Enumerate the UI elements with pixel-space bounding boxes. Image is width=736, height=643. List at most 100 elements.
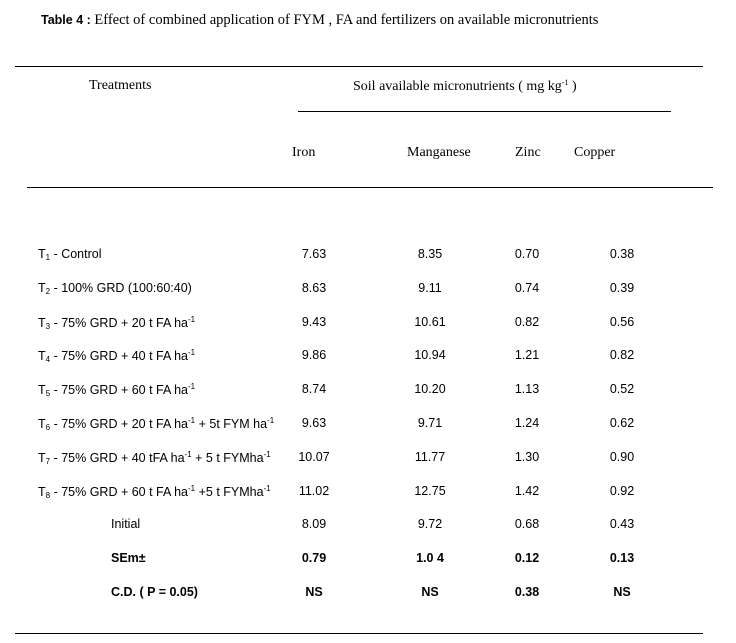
treatments-header: Treatments [89, 78, 152, 93]
cell-zinc: 1.13 [514, 382, 540, 397]
summary-cell-zinc: 0.12 [514, 551, 540, 565]
cell-iron: 10.07 [298, 449, 330, 464]
group-header-sup: -1 [561, 78, 569, 87]
cell-copper: 0.39 [609, 280, 635, 295]
cell-copper: 0.82 [609, 348, 635, 363]
cell-copper: 0.52 [609, 382, 635, 397]
treatment-label: T3 - 75% GRD + 20 t FA ha-1 [38, 315, 195, 331]
column-header-zinc: Zinc [515, 145, 541, 160]
cell-manganese: 8.35 [417, 247, 443, 261]
summary-cell-copper: NS [613, 585, 631, 599]
treatment-text: - 75% GRD + 20 t FA ha [50, 315, 189, 330]
treatment-code-sub: 6 [45, 423, 51, 432]
treatment-text: - 100% GRD (100:60:40) [50, 280, 192, 295]
summary-label: SEm± [111, 551, 146, 565]
group-header-suffix: ) [568, 79, 577, 94]
treatment-text: - 75% GRD + 60 t FA ha [50, 383, 189, 398]
treatment-text: - 75% GRD + 40 tFA ha [50, 450, 185, 465]
summary-label: C.D. ( P = 0.05) [111, 585, 198, 599]
treatment-text: - 75% GRD + 60 t FA ha [50, 484, 189, 499]
cell-copper: 0.38 [609, 247, 635, 261]
treatment-code-sub: 1 [45, 253, 51, 262]
cell-manganese: 10.94 [414, 348, 446, 363]
treatment-code: T [38, 349, 46, 364]
treatment-code: T [38, 417, 46, 431]
summary-cell-iron: NS [305, 585, 323, 599]
unit-exponent: -1 [263, 483, 271, 493]
table-label: Table 4 : [41, 13, 91, 27]
table-title: Effect of combined application of FYM , … [94, 12, 599, 28]
cell-iron: 11.02 [298, 483, 330, 498]
unit-exponent: -1 [184, 449, 192, 459]
treatment-label: T7 - 75% GRD + 40 tFA ha-1 + 5 t FYMha-1 [38, 450, 271, 466]
treatment-label: T5 - 75% GRD + 60 t FA ha-1 [38, 382, 195, 398]
cell-iron: 9.43 [301, 314, 327, 329]
treatment-code: T [38, 280, 46, 295]
unit-exponent: -1 [267, 416, 275, 425]
cell-manganese: 9.71 [417, 416, 443, 430]
summary-cell-zinc: 0.68 [514, 517, 540, 531]
treatment-label: T8 - 75% GRD + 60 t FA ha-1 +5 t FYMha-1 [38, 484, 271, 500]
treatment-code-sub: 7 [45, 456, 51, 466]
treatment-code: T [38, 247, 46, 261]
treatment-code: T [38, 450, 46, 465]
cell-zinc: 0.70 [514, 247, 540, 261]
summary-cell-manganese: NS [421, 585, 439, 599]
treatment-code: T [38, 315, 46, 330]
treatment-text: - Control [50, 247, 102, 261]
treatment-code: T [38, 383, 46, 398]
unit-exponent: -1 [263, 449, 271, 459]
cell-manganese: 10.61 [414, 314, 446, 329]
treatment-text: - 75% GRD + 20 t FA ha [50, 417, 189, 431]
treatment-code-sub: 4 [45, 355, 51, 365]
treatment-label: T2 - 100% GRD (100:60:40) [38, 281, 192, 296]
cell-copper: 0.56 [609, 314, 635, 329]
column-header-manganese: Manganese [407, 145, 471, 160]
treatment-code: T [38, 484, 46, 499]
summary-cell-manganese: 9.72 [417, 517, 443, 531]
unit-exponent: -1 [188, 416, 196, 425]
column-header-iron: Iron [292, 145, 316, 160]
unit-exponent: -1 [188, 348, 196, 358]
treatment-code-sub: 5 [45, 389, 51, 399]
cell-iron: 7.63 [301, 247, 327, 261]
cell-zinc: 1.42 [514, 483, 540, 498]
treatment-text: + 5t FYM ha [195, 417, 268, 431]
cell-zinc: 1.24 [514, 416, 540, 430]
cell-copper: 0.90 [609, 449, 635, 464]
column-header-copper: Copper [574, 145, 616, 160]
unit-exponent: -1 [188, 314, 196, 324]
summary-cell-zinc: 0.38 [514, 585, 540, 599]
cell-iron: 8.74 [301, 382, 327, 397]
treatment-label: T6 - 75% GRD + 20 t FA ha-1 + 5t FYM ha-… [38, 416, 274, 432]
treatment-text: + 5 t FYMha [191, 450, 264, 465]
top-rule [15, 66, 703, 67]
treatment-code-sub: 8 [45, 490, 51, 500]
unit-exponent: -1 [188, 483, 196, 493]
cell-zinc: 1.21 [514, 348, 540, 363]
cell-zinc: 0.82 [514, 314, 540, 329]
summary-cell-copper: 0.13 [609, 551, 635, 565]
treatment-code-sub: 2 [45, 286, 51, 296]
cell-manganese: 10.20 [414, 382, 446, 397]
unit-exponent: -1 [188, 382, 196, 392]
cell-iron: 9.86 [301, 348, 327, 363]
summary-label: Initial [111, 517, 141, 531]
treatment-label: T1 - Control [38, 247, 102, 262]
summary-cell-manganese: 1.0 4 [416, 551, 444, 565]
treatment-label: T4 - 75% GRD + 40 t FA ha-1 [38, 348, 195, 364]
bottom-rule [15, 633, 703, 634]
cell-iron: 8.63 [301, 280, 327, 295]
group-header: Soil available micronutrients ( mg kg-1 … [353, 78, 577, 95]
cell-iron: 9.63 [301, 416, 327, 430]
treatment-code-sub: 3 [45, 321, 51, 331]
treatment-text: +5 t FYMha [195, 484, 264, 499]
cell-copper: 0.62 [609, 416, 635, 430]
cell-zinc: 0.74 [514, 280, 540, 295]
header-bottom-rule [27, 187, 713, 188]
cell-manganese: 11.77 [414, 449, 446, 464]
group-underline [298, 111, 671, 112]
group-header-text: Soil available micronutrients ( mg kg [353, 79, 562, 94]
cell-manganese: 9.11 [418, 280, 442, 295]
table-caption: Table 4 : Effect of combined application… [41, 12, 598, 29]
